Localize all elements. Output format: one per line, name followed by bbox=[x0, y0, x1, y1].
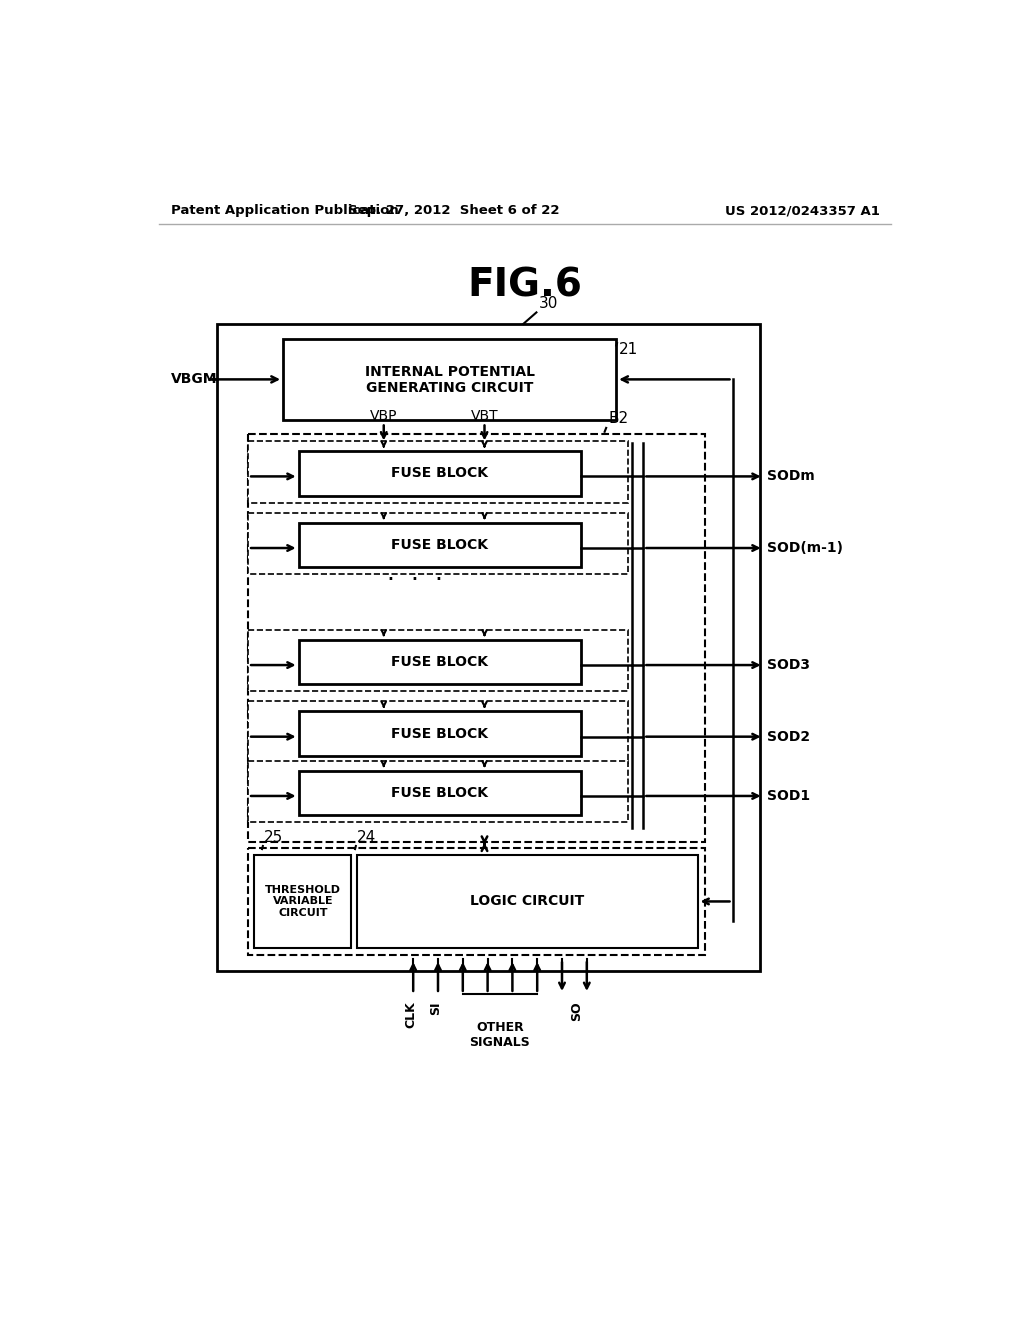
Bar bbox=[248, 512, 628, 574]
Bar bbox=[299, 771, 582, 816]
Text: 25: 25 bbox=[263, 830, 283, 845]
Bar bbox=[299, 523, 582, 568]
Text: VBP: VBP bbox=[370, 408, 397, 422]
Bar bbox=[248, 760, 628, 822]
Text: SOD1: SOD1 bbox=[767, 789, 811, 803]
Bar bbox=[254, 855, 351, 948]
Bar bbox=[248, 434, 706, 842]
Text: LOGIC CIRCUIT: LOGIC CIRCUIT bbox=[470, 895, 585, 908]
Text: 30: 30 bbox=[539, 296, 558, 312]
Text: OTHER
SIGNALS: OTHER SIGNALS bbox=[470, 1020, 530, 1049]
Text: SOD2: SOD2 bbox=[767, 730, 811, 743]
Text: Sep. 27, 2012  Sheet 6 of 22: Sep. 27, 2012 Sheet 6 of 22 bbox=[348, 205, 559, 218]
Text: 24: 24 bbox=[356, 830, 376, 845]
Bar bbox=[248, 441, 628, 503]
Text: VBT: VBT bbox=[471, 408, 499, 422]
Text: Patent Application Publication: Patent Application Publication bbox=[171, 205, 398, 218]
Text: FUSE BLOCK: FUSE BLOCK bbox=[391, 466, 488, 480]
Bar bbox=[248, 701, 628, 763]
Bar bbox=[283, 339, 616, 420]
Text: SOD(m-1): SOD(m-1) bbox=[767, 541, 844, 554]
Text: SI: SI bbox=[429, 1002, 442, 1015]
Bar bbox=[299, 451, 582, 495]
Bar bbox=[248, 847, 706, 956]
Bar bbox=[217, 323, 760, 970]
Text: ·  ·  ·: · · · bbox=[387, 569, 442, 593]
Bar bbox=[356, 855, 697, 948]
Text: SO: SO bbox=[570, 1002, 584, 1022]
Text: CLK: CLK bbox=[404, 1002, 418, 1028]
Text: B2: B2 bbox=[608, 412, 629, 426]
Text: FUSE BLOCK: FUSE BLOCK bbox=[391, 726, 488, 741]
Text: SODm: SODm bbox=[767, 470, 815, 483]
Text: SOD3: SOD3 bbox=[767, 659, 810, 672]
Bar bbox=[299, 640, 582, 684]
Bar bbox=[299, 711, 582, 756]
Text: FUSE BLOCK: FUSE BLOCK bbox=[391, 785, 488, 800]
Text: FUSE BLOCK: FUSE BLOCK bbox=[391, 655, 488, 669]
Text: 21: 21 bbox=[618, 342, 638, 356]
Text: INTERNAL POTENTIAL
GENERATING CIRCUIT: INTERNAL POTENTIAL GENERATING CIRCUIT bbox=[365, 364, 535, 395]
Text: VBGM: VBGM bbox=[171, 372, 217, 387]
Text: THRESHOLD
VARIABLE
CIRCUIT: THRESHOLD VARIABLE CIRCUIT bbox=[265, 884, 341, 917]
Text: US 2012/0243357 A1: US 2012/0243357 A1 bbox=[725, 205, 880, 218]
Bar bbox=[248, 630, 628, 692]
Text: FUSE BLOCK: FUSE BLOCK bbox=[391, 539, 488, 552]
Text: FIG.6: FIG.6 bbox=[467, 267, 583, 305]
